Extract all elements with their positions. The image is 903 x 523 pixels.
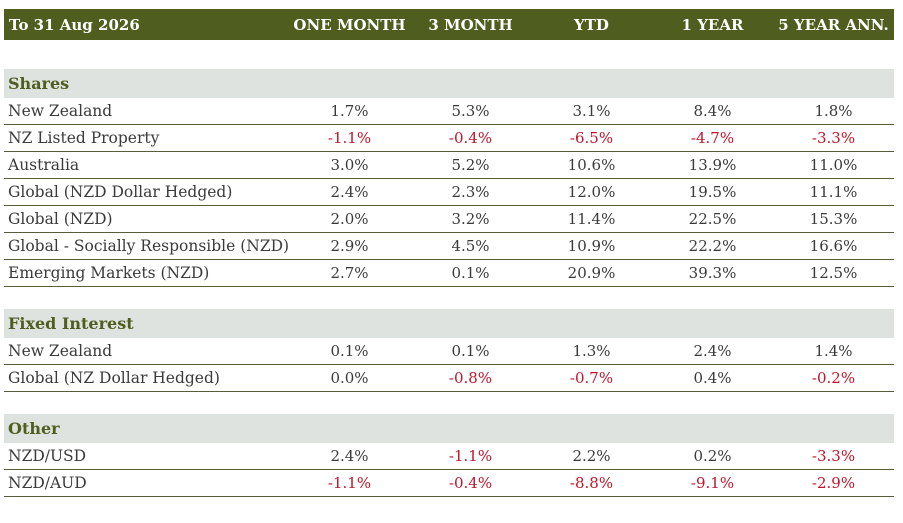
table-row: NZD/USD 2.4% -1.1% 2.2% 0.2% -3.3% [4,443,894,470]
return-value: 4.5% [451,237,490,255]
return-value: -6.5% [569,129,614,147]
return-value: 11.0% [809,156,858,174]
return-value: 2.7% [330,264,369,282]
return-value: -9.1% [690,474,735,492]
return-value: -3.3% [811,129,856,147]
table-body: Shares New Zealand 1.7% 5.3% 3.1% 8.4% 1.8% NZ … [4,40,894,497]
table-header: To 31 Aug 2026 ONE MONTH 3 MONTH YTD 1 Y… [4,9,894,40]
row-label: Global (NZ Dollar Hedged) [8,369,220,387]
table-row: NZD/AUD -1.1% -0.4% -8.8% -9.1% -2.9% [4,470,894,497]
col-header-ytd: YTD [574,15,609,34]
return-value: 3.0% [330,156,369,174]
return-value: 12.5% [809,264,858,282]
table-row: Global (NZ Dollar Hedged) 0.0% -0.8% -0.7% 0… [4,365,894,392]
return-value: 22.5% [688,210,737,228]
return-value: 8.4% [693,102,732,120]
return-value: -0.4% [448,474,493,492]
return-value: 2.4% [330,447,369,465]
return-value: 15.3% [809,210,858,228]
section-spacer [4,392,894,414]
return-value: -0.7% [569,369,614,387]
section-title: Other [8,419,60,438]
return-value: 0.1% [451,342,490,360]
row-label: Emerging Markets (NZD) [8,264,210,282]
return-value: -1.1% [327,129,372,147]
return-value: 2.4% [693,342,732,360]
return-value: 13.9% [688,156,737,174]
col-header-one-month: ONE MONTH [293,15,406,34]
table-row: Global - Socially Responsible (NZD) 2.9% 4… [4,233,894,260]
return-value: 2.2% [572,447,611,465]
row-label: New Zealand [8,102,113,120]
return-value: 2.3% [451,183,490,201]
return-value: 1.3% [572,342,611,360]
return-value: 22.2% [688,237,737,255]
return-value: 12.0% [567,183,616,201]
section-title: Shares [8,74,70,93]
table-row: New Zealand 0.1% 0.1% 1.3% 2.4% 1.4% [4,338,894,365]
row-label: Australia [8,156,80,174]
return-value: 0.2% [693,447,732,465]
row-label: NZD/AUD [8,474,87,492]
col-header-5-year: 5 YEAR ANN. [778,15,889,34]
return-value: -3.3% [811,447,856,465]
return-value: 3.1% [572,102,611,120]
table-row: Global (NZD Dollar Hedged) 2.4% 2.3% 12.0% 1… [4,179,894,206]
row-label: NZ Listed Property [8,129,160,147]
section-header: Other [4,414,894,443]
table-row: Global (NZD) 2.0% 3.2% 11.4% 22.5% 15.3% [4,206,894,233]
returns-table: To 31 Aug 2026 ONE MONTH 3 MONTH YTD 1 Y… [4,9,894,497]
return-value: 10.6% [567,156,616,174]
return-value: 1.8% [814,102,853,120]
return-value: 1.7% [330,102,369,120]
return-value: 19.5% [688,183,737,201]
row-label: Global - Socially Responsible (NZD) [8,237,290,255]
section-title: Fixed Interest [8,314,134,333]
return-value: 20.9% [567,264,616,282]
return-value: 10.9% [567,237,616,255]
table-row: Emerging Markets (NZD) 2.7% 0.1% 20.9% 39.3%… [4,260,894,287]
return-value: -1.1% [327,474,372,492]
return-value: 5.3% [451,102,490,120]
return-value: -0.8% [448,369,493,387]
return-value: 2.0% [330,210,369,228]
row-label: New Zealand [8,342,113,360]
return-value: -0.4% [448,129,493,147]
section-header: Fixed Interest [4,309,894,338]
return-value: 0.1% [451,264,490,282]
return-value: 3.2% [451,210,490,228]
table-row: Australia 3.0% 5.2% 10.6% 13.9% 11.0% [4,152,894,179]
return-value: -0.2% [811,369,856,387]
row-label: NZD/USD [8,447,87,465]
return-value: -4.7% [690,129,735,147]
return-value: 0.4% [693,369,732,387]
return-value: 2.9% [330,237,369,255]
return-value: -8.8% [569,474,614,492]
period-title: To 31 Aug 2026 [9,15,140,34]
return-value: -2.9% [811,474,856,492]
col-header-3-month: 3 MONTH [428,15,513,34]
col-header-1-year: 1 YEAR [681,15,744,34]
section-header: Shares [4,69,894,98]
return-value: 0.0% [330,369,369,387]
row-label: Global (NZD) [8,210,113,228]
return-value: 0.1% [330,342,369,360]
section-spacer [4,287,894,309]
return-value: 11.1% [809,183,858,201]
return-value: 16.6% [809,237,858,255]
return-value: 39.3% [688,264,737,282]
table-row: New Zealand 1.7% 5.3% 3.1% 8.4% 1.8% [4,98,894,125]
section-spacer [4,40,894,69]
return-value: 11.4% [567,210,616,228]
return-value: -1.1% [448,447,493,465]
return-value: 1.4% [814,342,853,360]
table-row: NZ Listed Property -1.1% -0.4% -6.5% -4.7% -3… [4,125,894,152]
return-value: 2.4% [330,183,369,201]
return-value: 5.2% [451,156,490,174]
row-label: Global (NZD Dollar Hedged) [8,183,233,201]
